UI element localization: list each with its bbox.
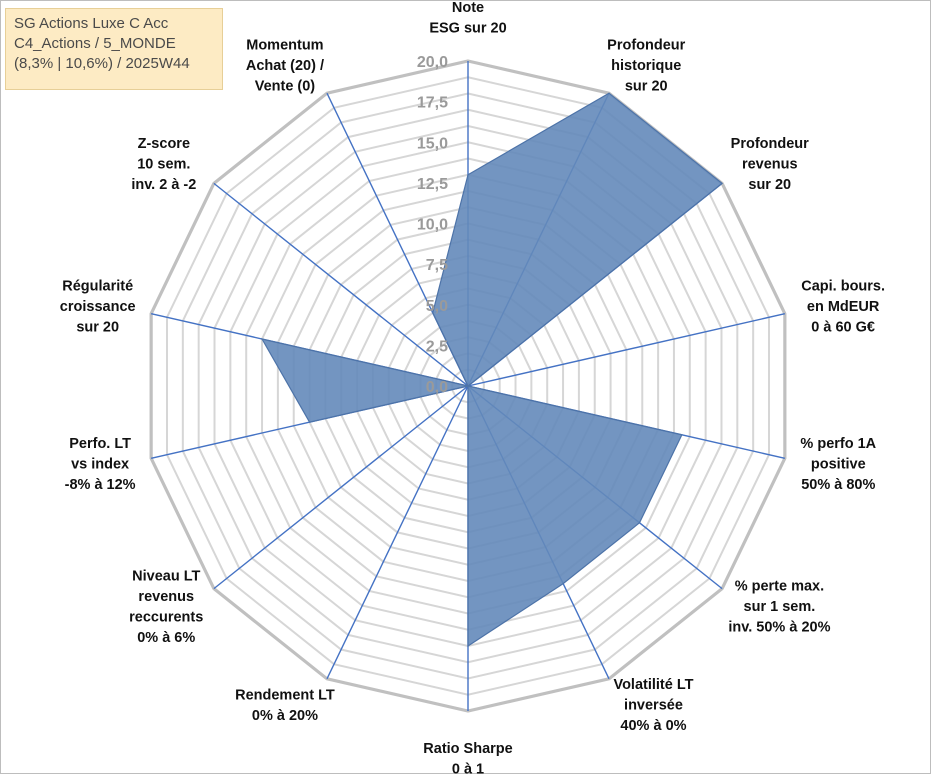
axis-label-line: 0 à 60 G€ xyxy=(811,319,875,335)
axis-label: Ratio Sharpe 0 à 1 xyxy=(423,741,512,776)
axis-label-line: Achat (20) / xyxy=(246,58,324,74)
axis-label-line: Capi. bours. xyxy=(801,278,885,294)
axis-label: Régularité croissance sur 20 xyxy=(60,278,136,335)
tick-label: 2,5 xyxy=(426,338,448,355)
tick-label: 10,0 xyxy=(417,217,448,234)
tick-label: 12,5 xyxy=(417,176,448,193)
axis-label-line: vs index xyxy=(71,457,129,473)
tick-label: 0,0 xyxy=(426,379,448,396)
axis-label-line: inv. 2 à -2 xyxy=(131,177,196,193)
axis-label-line: Note xyxy=(452,0,484,16)
fund-category: C4_Actions / 5_MONDE xyxy=(14,35,176,52)
axis-label-line: Profondeur xyxy=(607,37,685,53)
axis-label-line: 50% à 80% xyxy=(801,477,875,493)
axis-label-line: Momentum xyxy=(246,37,323,53)
axis-label-line: sur 20 xyxy=(748,177,791,193)
axis-label-line: Ratio Sharpe xyxy=(423,741,512,757)
tick-label: 7,5 xyxy=(426,257,448,274)
fund-info-box: SG Actions Luxe C Acc C4_Actions / 5_MON… xyxy=(5,8,223,90)
axis-spoke xyxy=(213,385,469,590)
tick-label: 5,0 xyxy=(426,298,448,315)
axis-label-line: inv. 50% à 20% xyxy=(728,620,830,636)
axis-label-line: revenus xyxy=(742,156,798,172)
axis-label-line: 0% à 6% xyxy=(137,630,195,646)
axis-label-line: % perfo 1A xyxy=(800,436,876,452)
axis-label: Momentum Achat (20) / Vente (0) xyxy=(246,37,324,94)
axis-label: Capi. bours. en MdEUR 0 à 60 G€ xyxy=(801,278,885,335)
axis-label-line: Rendement LT xyxy=(235,687,335,703)
axis-label: Note ESG sur 20 xyxy=(429,0,506,37)
axis-label-line: Volatilité LT xyxy=(613,677,693,693)
radial-tick-labels: 0,0 2,5 5,0 7,5 10,0 12,5 15,0 17,5 20,0 xyxy=(417,54,448,396)
axis-label-line: sur 1 sem. xyxy=(744,599,816,615)
axis-label: Rendement LT 0% à 20% xyxy=(235,687,335,724)
tick-label: 20,0 xyxy=(417,54,448,71)
axis-label-line: Régularité xyxy=(62,278,133,294)
tick-label: 15,0 xyxy=(417,135,448,152)
axis-label-line: -8% à 12% xyxy=(65,477,136,493)
axis-label-line: Profondeur xyxy=(731,136,809,152)
axis-label-line: inversée xyxy=(624,698,683,714)
axis-spoke xyxy=(213,182,469,387)
axis-label-line: revenus xyxy=(138,589,194,605)
axis-label-line: 0 à 1 xyxy=(452,762,484,776)
axis-label-line: positive xyxy=(811,457,866,473)
axis-label-line: sur 20 xyxy=(76,319,119,335)
series-area xyxy=(260,92,724,648)
axis-spoke xyxy=(467,312,786,387)
axis-label: Profondeur historique sur 20 xyxy=(607,37,685,94)
axis-label-line: Z-score xyxy=(138,136,190,152)
axis-label: % perte max. sur 1 sem. inv. 50% à 20% xyxy=(728,579,830,636)
axis-labels: Note ESG sur 20 Profondeur historique sur 20… xyxy=(60,0,885,776)
axis-label: Profondeur revenus sur 20 xyxy=(731,136,809,193)
axis-label: Niveau LT revenus reccurents 0% à 6% xyxy=(129,568,203,646)
axis-label-line: sur 20 xyxy=(625,78,668,94)
axis-label-line: 10 sem. xyxy=(137,156,190,172)
axis-spoke xyxy=(326,385,469,680)
axis-label-line: Niveau LT xyxy=(132,568,200,584)
axis-label: Z-score 10 sem. inv. 2 à -2 xyxy=(131,136,196,193)
axis-label-line: 40% à 0% xyxy=(620,718,686,734)
axis-label-line: Perfo. LT xyxy=(69,436,131,452)
axis-label: % perfo 1A positive 50% à 80% xyxy=(800,436,876,493)
tick-label: 17,5 xyxy=(417,95,448,112)
axis-label-line: reccurents xyxy=(129,609,203,625)
axis-label: Volatilité LT inversée 40% à 0% xyxy=(613,677,693,734)
axis-label: Perfo. LT vs index -8% à 12% xyxy=(65,436,136,493)
axis-label-line: 0% à 20% xyxy=(252,708,318,724)
fund-performance-week: (8,3% | 10,6%) / 2025W44 xyxy=(14,55,190,72)
axis-label-line: ESG sur 20 xyxy=(429,21,506,37)
fund-name: SG Actions Luxe C Acc xyxy=(14,15,169,32)
axis-label-line: croissance xyxy=(60,299,136,315)
axis-label-line: historique xyxy=(611,58,681,74)
radar-series xyxy=(260,92,724,648)
axis-label-line: Vente (0) xyxy=(255,78,316,94)
axis-label-line: % perte max. xyxy=(735,579,824,595)
axis-label-line: en MdEUR xyxy=(807,299,880,315)
